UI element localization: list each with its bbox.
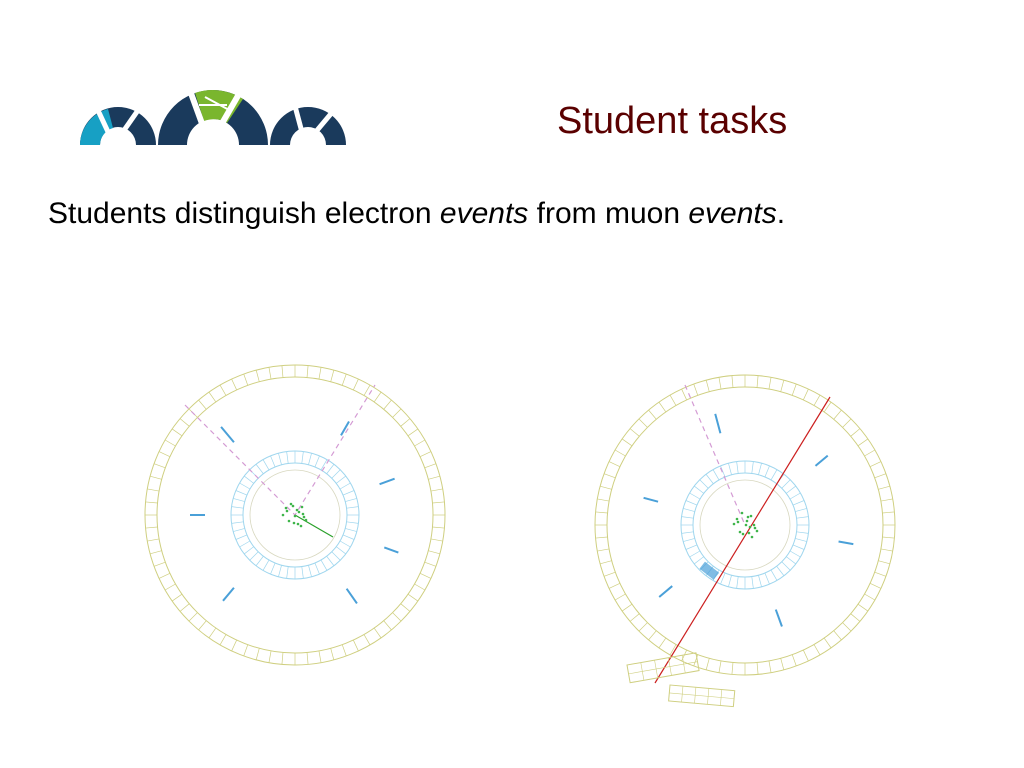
logo bbox=[78, 50, 348, 160]
detector-electron bbox=[130, 350, 460, 680]
slide-title: Student tasks bbox=[557, 100, 787, 143]
slide-body: Students distinguish electron events fro… bbox=[48, 197, 785, 231]
body-span: Students distinguish electron events fro… bbox=[48, 197, 785, 230]
slide: Student tasks Students distinguish elect… bbox=[0, 0, 1024, 768]
detector-muon bbox=[580, 350, 910, 680]
